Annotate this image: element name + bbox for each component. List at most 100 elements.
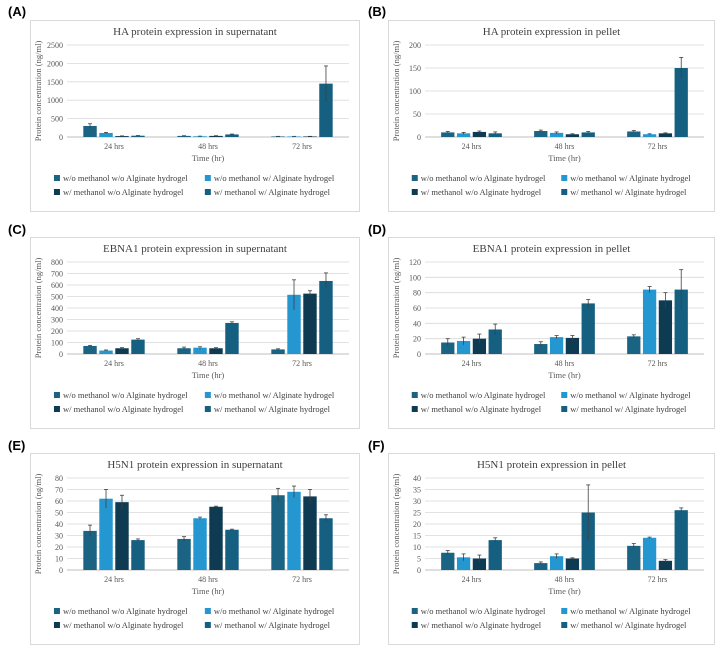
bar <box>565 337 580 354</box>
y-tick-label: 60 <box>413 304 421 313</box>
bar <box>131 540 145 570</box>
chart-h5n1-supernatant: H5N1 protein expression in supernatant 0 1… <box>30 453 360 645</box>
x-tick-label: 48 hrs <box>198 359 218 368</box>
bar <box>131 135 145 137</box>
chart-ha-supernatant: HA protein expression in supernatant 0 500… <box>30 20 360 212</box>
y-tick-label: 400 <box>51 304 63 313</box>
bar <box>456 557 471 570</box>
y-tick-label: 500 <box>51 293 63 302</box>
bar <box>534 563 548 570</box>
bar <box>549 337 564 354</box>
bar <box>115 502 129 570</box>
legend-swatch <box>53 608 60 614</box>
legend-swatch <box>53 175 60 181</box>
bar <box>456 340 471 354</box>
y-tick-label: 200 <box>51 327 63 336</box>
y-tick-label: 80 <box>55 474 63 483</box>
bar <box>534 344 548 354</box>
x-tick-label: 24 hrs <box>104 142 124 151</box>
y-tick-label: 25 <box>413 509 421 518</box>
chart-title: EBNA1 protein expression in supernatant <box>103 243 287 255</box>
bar <box>627 336 641 354</box>
x-tick-label: 48 hrs <box>555 575 575 584</box>
bar <box>674 510 688 570</box>
legend-swatch <box>204 189 211 195</box>
panel-label-a: (A) <box>8 4 27 19</box>
y-tick-label: 10 <box>413 543 421 552</box>
y-tick-label: 200 <box>409 41 421 50</box>
x-axis-label: Time (hr) <box>192 586 225 596</box>
bar <box>441 342 455 354</box>
legend-swatch <box>561 175 568 181</box>
bar <box>488 133 502 137</box>
chart-title: EBNA1 protein expression in pellet <box>473 243 631 255</box>
y-tick-label: 50 <box>413 110 421 119</box>
x-tick-label: 72 hrs <box>648 142 668 151</box>
legend-swatch <box>53 406 60 412</box>
x-tick-label: 48 hrs <box>555 142 575 151</box>
bar <box>472 558 487 570</box>
legend-label: w/ methanol w/ Alginate hydrogel <box>570 187 687 197</box>
legend-label: w/ methanol w/o Alginate hydrogel <box>421 620 542 630</box>
bar <box>581 132 595 137</box>
bar <box>83 530 97 570</box>
panel-label-d: (D) <box>368 222 387 237</box>
y-tick-label: 700 <box>51 270 63 279</box>
y-tick-label: 40 <box>413 474 421 483</box>
bar <box>319 518 333 570</box>
panel-label-f: (F) <box>368 438 385 453</box>
bar <box>549 556 564 570</box>
legend-swatch <box>561 622 568 628</box>
panel-label-e: (E) <box>8 438 26 453</box>
y-tick-label: 0 <box>417 566 421 575</box>
y-tick-label: 40 <box>413 319 421 328</box>
bar <box>115 348 129 354</box>
legend-label: w/o methanol w/ Alginate hydrogel <box>570 390 691 400</box>
x-axis-label: Time (hr) <box>548 153 581 163</box>
y-tick-label: 150 <box>409 64 421 73</box>
x-tick-label: 48 hrs <box>198 142 218 151</box>
legend-label: w/ methanol w/o Alginate hydrogel <box>421 404 542 414</box>
x-tick-label: 72 hrs <box>292 575 312 584</box>
bar <box>642 289 657 354</box>
legend-swatch <box>411 175 418 181</box>
chart-svg: EBNA1 protein expression in supernatant 0… <box>33 243 349 414</box>
legend-swatch <box>561 189 568 195</box>
y-tick-label: 60 <box>55 497 63 506</box>
bar <box>83 345 97 354</box>
legend-label: w/ methanol w/ Alginate hydrogel <box>214 187 331 197</box>
bar <box>177 135 191 137</box>
bar <box>441 552 455 570</box>
y-tick-label: 70 <box>55 486 63 495</box>
y-axis-label: Protein concentration (ng/ml) <box>33 41 43 142</box>
x-tick-label: 72 hrs <box>648 359 668 368</box>
y-tick-label: 300 <box>51 316 63 325</box>
bar <box>99 498 113 570</box>
legend-swatch <box>411 392 418 398</box>
legend-swatch <box>204 392 211 398</box>
x-tick-label: 24 hrs <box>462 142 482 151</box>
y-tick-label: 0 <box>59 566 63 575</box>
bar <box>115 136 129 137</box>
legend-label: w/ methanol w/o Alginate hydrogel <box>63 620 184 630</box>
y-tick-label: 30 <box>55 532 63 541</box>
y-tick-label: 600 <box>51 281 63 290</box>
x-axis-label: Time (hr) <box>548 370 581 380</box>
bar <box>303 293 317 354</box>
legend-swatch <box>53 392 60 398</box>
chart-svg: H5N1 protein expression in supernatant 0 1… <box>33 459 349 630</box>
chart-svg: H5N1 protein expression in pellet 0 5 10 15 2… <box>391 459 704 630</box>
bar <box>319 280 333 354</box>
bar <box>658 300 673 354</box>
bar <box>225 134 239 137</box>
y-tick-label: 0 <box>417 350 421 359</box>
bar <box>658 133 673 137</box>
legend-label: w/o methanol w/o Alginate hydrogel <box>421 606 546 616</box>
legend-label: w/o methanol w/o Alginate hydrogel <box>63 606 188 616</box>
bar <box>225 529 239 570</box>
bar <box>177 348 191 354</box>
bar <box>565 134 580 137</box>
legend-swatch <box>561 392 568 398</box>
x-tick-label: 24 hrs <box>104 575 124 584</box>
chart-title: H5N1 protein expression in pellet <box>477 459 626 471</box>
